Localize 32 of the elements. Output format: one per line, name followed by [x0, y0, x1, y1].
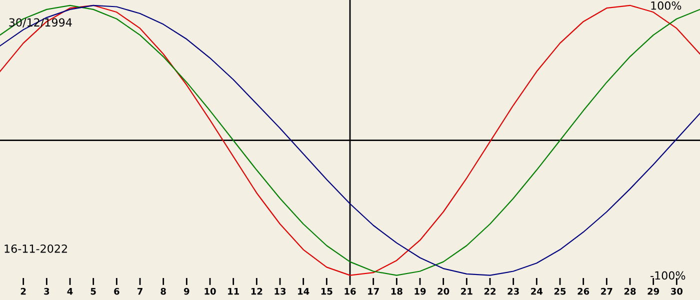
x-tick-label: 8: [160, 288, 166, 295]
x-tick-label: 7: [137, 288, 142, 295]
x-tick-label: 21: [461, 288, 472, 295]
x-tick-label: 2: [20, 288, 26, 295]
x-tick-label: 23: [508, 288, 519, 295]
x-tick-label: 24: [531, 288, 543, 295]
annotation: 16-11-2022: [4, 244, 67, 253]
x-tick-label: 11: [228, 288, 239, 295]
x-tick-label: 9: [184, 288, 190, 295]
x-tick-label: 27: [601, 288, 612, 295]
y-tick-label: 100%: [651, 1, 682, 10]
x-tick-label: 18: [391, 288, 402, 295]
x-tick-label: 28: [624, 288, 636, 295]
x-tick-label: 3: [44, 288, 50, 295]
x-tick-label: 20: [438, 288, 450, 295]
x-tick-label: 10: [204, 288, 216, 295]
x-tick-label: 22: [484, 288, 496, 295]
x-tick-label: 30: [670, 288, 683, 295]
x-tick-label: 16: [344, 288, 356, 295]
x-tick-label: 15: [321, 288, 332, 295]
x-tick-label: 29: [648, 288, 660, 295]
x-tick-label: 4: [67, 288, 73, 295]
x-tick-label: 12: [251, 288, 262, 295]
y-tick-label: -100%: [650, 271, 686, 280]
x-tick-label: 17: [368, 288, 379, 295]
x-tick-label: 25: [554, 288, 566, 295]
x-tick-label: 19: [414, 288, 426, 295]
x-tick-label: 5: [90, 288, 96, 295]
x-tick-label: 26: [578, 288, 590, 295]
x-tick-label: 6: [114, 288, 120, 295]
x-tick-label: 13: [274, 288, 286, 295]
x-tick-label: 14: [298, 288, 310, 295]
